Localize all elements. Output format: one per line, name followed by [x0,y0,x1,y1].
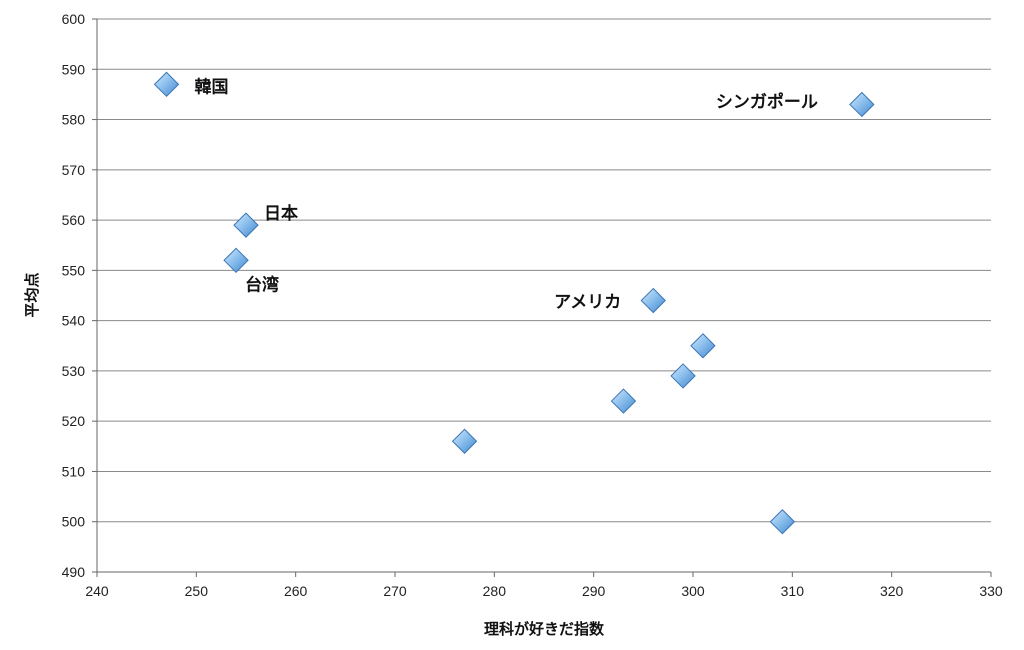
y-tick-label: 510 [62,463,86,479]
data-point [690,333,716,359]
x-tick-label: 330 [979,583,1003,599]
y-tick-label: 520 [62,413,86,429]
point-label: 台湾 [245,274,279,295]
x-axis-title: 理科が好きだ指数 [484,620,605,638]
x-tick-label: 280 [483,583,507,599]
x-tick-label: 320 [880,583,904,599]
data-point [153,71,180,98]
y-tick-label: 490 [62,564,86,580]
point-label: シンガポール [716,91,818,112]
data-point [769,509,796,535]
gridlines [97,18,991,523]
data-point [670,363,696,389]
data-point [849,91,875,118]
data-points [153,71,875,535]
point-label: アメリカ [554,293,621,313]
y-tick-label: 560 [62,212,86,228]
y-tick-label: 540 [62,313,86,329]
y-axis-title: 平均点 [23,272,41,317]
point-label: 韓国 [195,76,229,97]
data-point [451,428,478,454]
point-label: 日本 [264,203,298,224]
y-tick-label: 550 [62,262,86,278]
data-point [640,287,666,314]
y-tick-label: 600 [62,11,86,27]
x-tick-label: 310 [781,583,805,599]
data-point [233,212,259,238]
y-tick-label: 590 [62,61,86,77]
y-tick-label: 570 [62,162,86,178]
tick-labels: 490 500 510 520 530 540 550 560 570 580 590 600 240 2… [62,11,1003,599]
x-tick-label: 240 [85,583,109,599]
x-tick-label: 290 [582,583,606,599]
axes [92,18,992,577]
x-tick-label: 270 [383,583,407,599]
y-tick-label: 580 [62,112,86,128]
data-point [610,388,637,414]
x-tick-label: 300 [681,583,705,599]
x-tick-label: 250 [185,583,209,599]
data-point [223,247,249,274]
y-tick-label: 500 [62,514,86,530]
y-tick-label: 530 [62,363,86,379]
x-tick-label: 260 [284,583,308,599]
